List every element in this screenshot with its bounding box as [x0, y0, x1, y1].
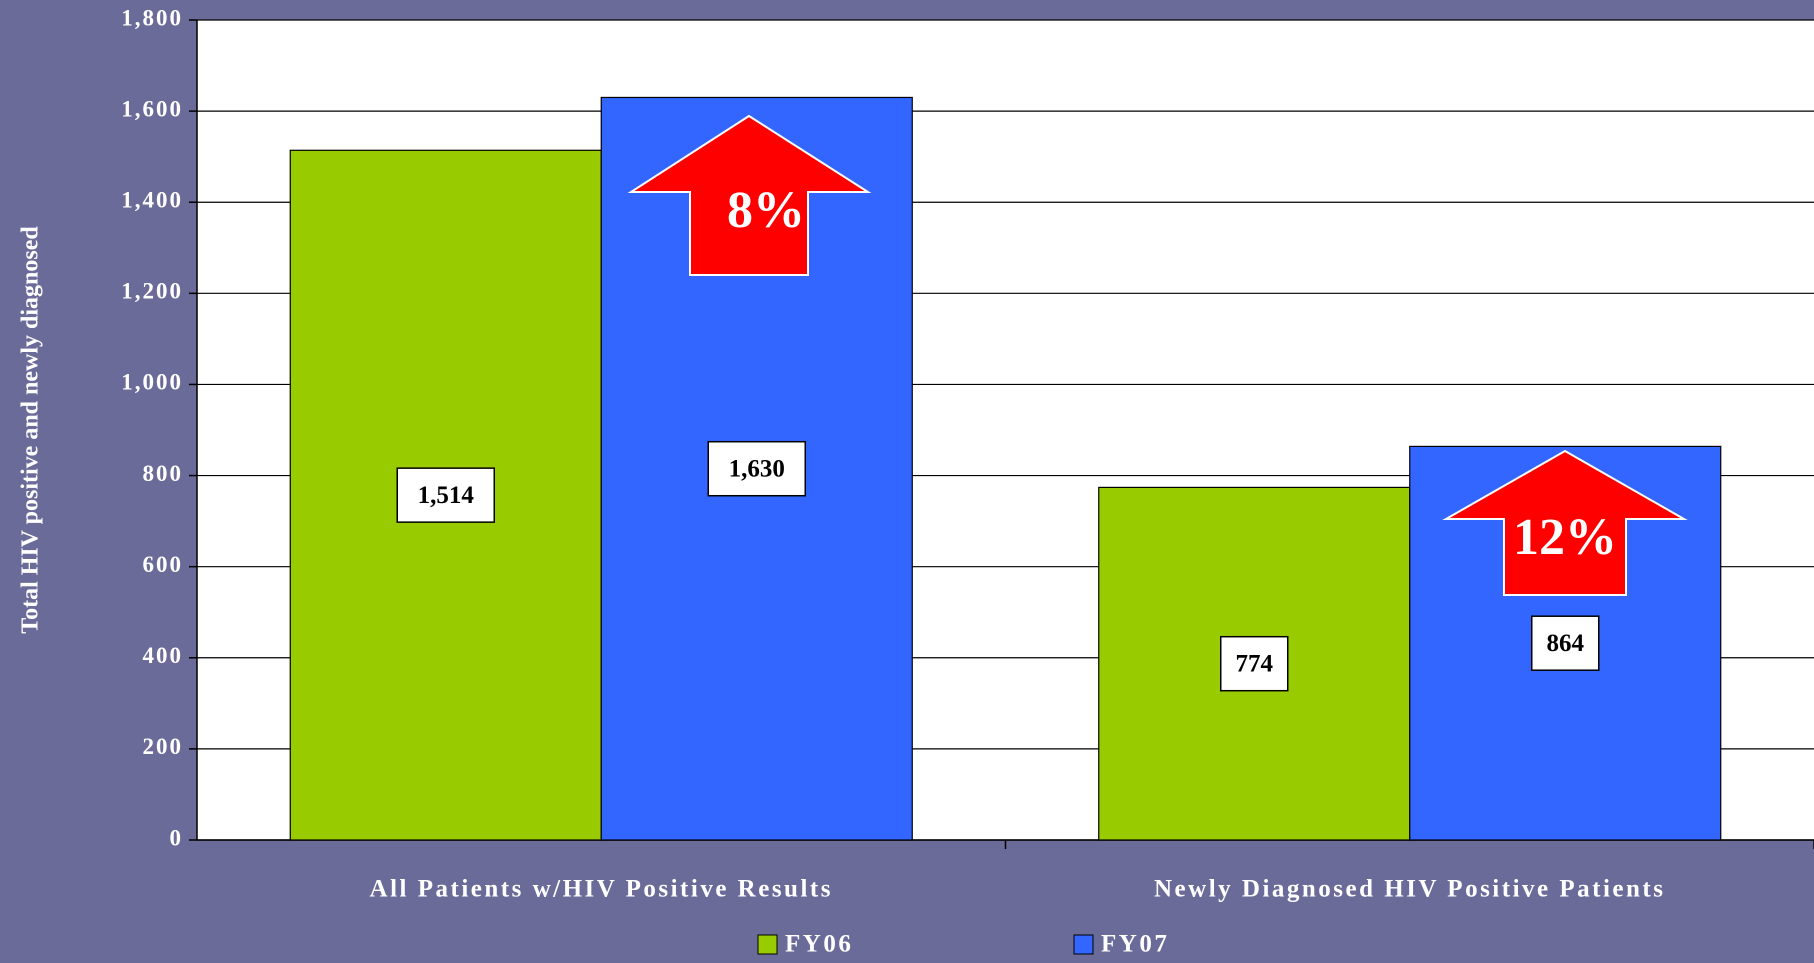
value-label: 1,630 [729, 455, 785, 482]
y-tick-label: 800 [143, 461, 184, 486]
legend-label: FY06 [785, 931, 853, 958]
value-label-box [396, 467, 495, 523]
x-tick-label: Newly Diagnosed HIV Positive Patients [1154, 876, 1665, 903]
y-tick-label: 0 [170, 825, 184, 850]
legend-label: FY07 [1101, 931, 1169, 958]
value-label: 1,514 [418, 482, 475, 509]
y-tick-label: 600 [143, 552, 184, 577]
x-tick-label: All Patients w/HIV Positive Results [370, 876, 833, 903]
value-label-box [1531, 615, 1600, 671]
legend-swatch [1073, 934, 1094, 955]
value-label: 864 [1547, 630, 1585, 657]
y-tick-label: 1,800 [121, 5, 183, 30]
y-tick-label: 1,200 [121, 279, 183, 304]
value-label: 774 [1236, 650, 1274, 677]
value-label-box [707, 440, 806, 497]
arrow [627, 114, 872, 276]
y-axis-label: Total HIV positive and newly diagnosed [18, 226, 44, 634]
y-tick-label: 1,600 [121, 96, 183, 121]
legend-swatch [757, 934, 778, 955]
annotation: 12% [1513, 509, 1617, 566]
arrow [1442, 449, 1688, 596]
y-tick-label: 200 [143, 734, 184, 759]
y-tick-label: 1,000 [121, 370, 183, 395]
overlay: 8% 12% [627, 114, 1688, 596]
bars: All Patients w/HIV Positive Results 1,514… [289, 96, 1722, 903]
y-tick-label: 400 [143, 643, 184, 668]
y-tick-label: 1,400 [121, 188, 183, 213]
annotation: 8% [727, 182, 805, 239]
value-label-box [1220, 635, 1289, 692]
